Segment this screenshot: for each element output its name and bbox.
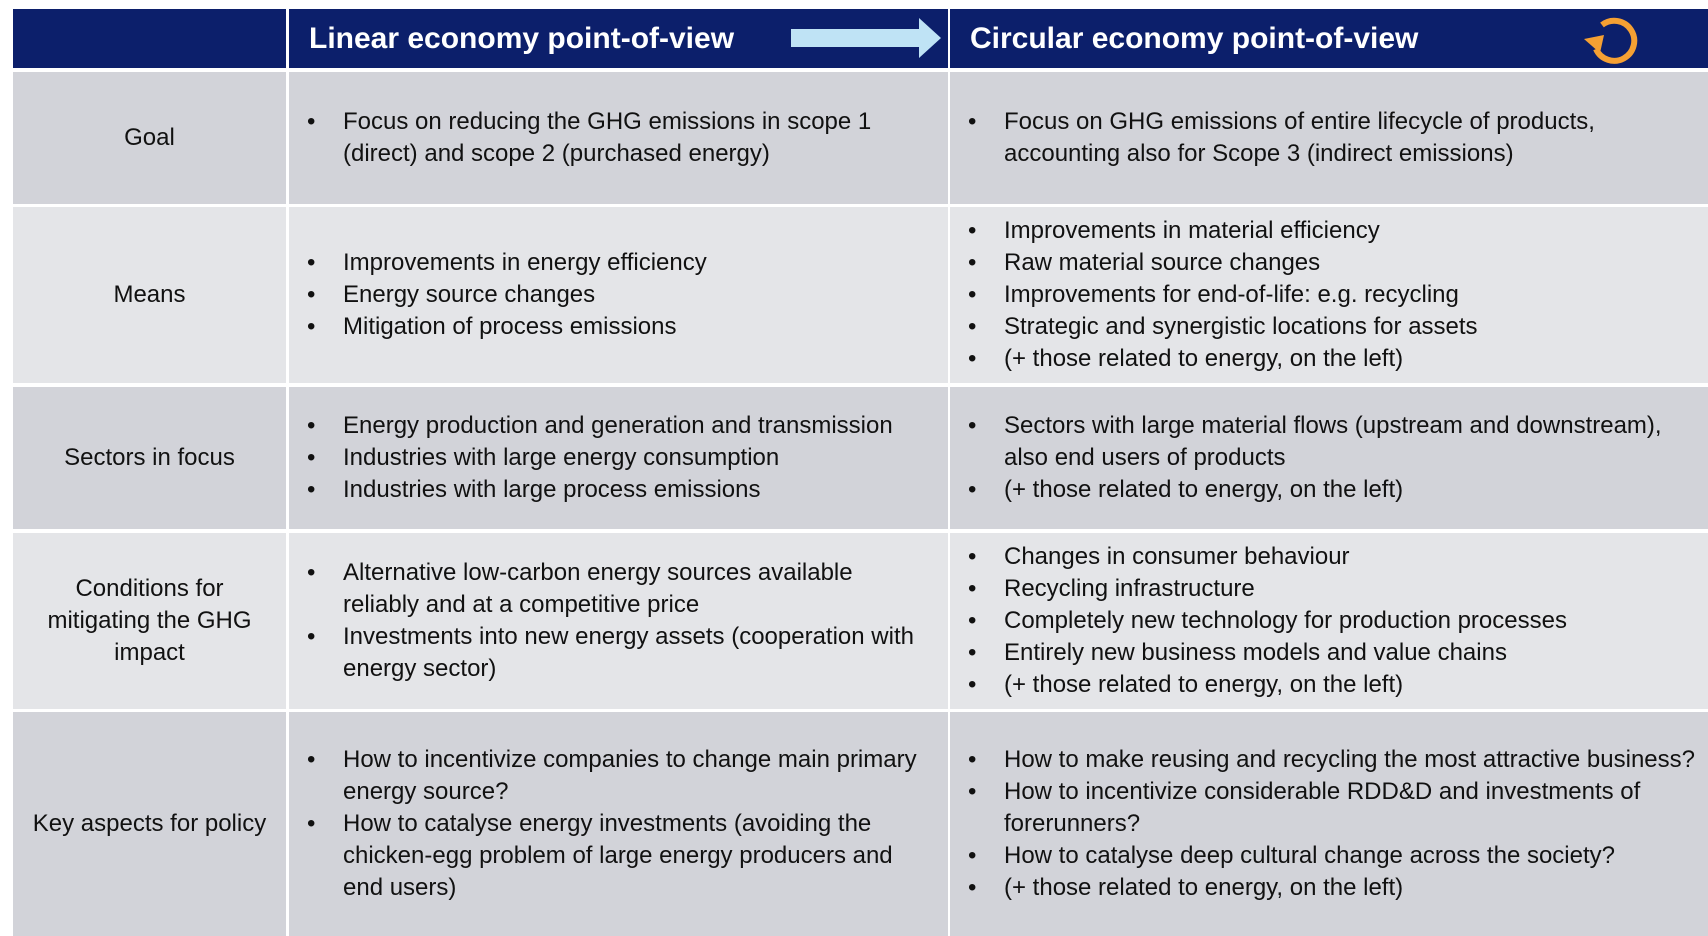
bullet-item: Improvements in material efficiency	[962, 215, 1478, 247]
bullet-item: Completely new technology for production…	[962, 605, 1567, 637]
header-text: Circular economy point-of-view	[970, 21, 1419, 55]
bullet-list: Alternative low-carbon energy sources av…	[301, 557, 926, 685]
arrow-icon	[791, 18, 941, 58]
bullet-item: Mitigation of process emissions	[301, 311, 707, 343]
bullet-item: How to incentivize considerable RDD&D an…	[962, 776, 1698, 840]
bullet-list: Improvements in material efficiencyRaw m…	[962, 215, 1478, 375]
linear-cell: Alternative low-carbon energy sources av…	[289, 533, 948, 709]
bullet-item: (+ those related to energy, on the left)	[962, 343, 1478, 375]
bullet-item: How to incentivize companies to change m…	[301, 744, 926, 808]
bullet-item: Energy production and generation and tra…	[301, 410, 893, 442]
bullet-item: Industries with large energy consumption	[301, 442, 893, 474]
bullet-item: Recycling infrastructure	[962, 573, 1567, 605]
bullet-item: Alternative low-carbon energy sources av…	[301, 557, 926, 621]
bullet-item: (+ those related to energy, on the left)	[962, 872, 1698, 904]
bullet-item: Focus on reducing the GHG emissions in s…	[301, 106, 926, 170]
bullet-item: Raw material source changes	[962, 247, 1478, 279]
cycle-icon	[1584, 17, 1638, 64]
bullet-list: How to make reusing and recycling the mo…	[962, 744, 1698, 904]
row-label: Conditions for mitigating the GHG impact	[13, 533, 286, 709]
linear-cell: How to incentivize companies to change m…	[289, 712, 948, 936]
bullet-list: Improvements in energy efficiencyEnergy …	[301, 247, 707, 343]
row-label: Means	[13, 207, 286, 383]
bullet-list: Focus on reducing the GHG emissions in s…	[301, 106, 926, 170]
bullet-item: Entirely new business models and value c…	[962, 637, 1567, 669]
circular-cell: Focus on GHG emissions of entire lifecyc…	[950, 72, 1708, 204]
bullet-item: How to catalyse energy investments (avoi…	[301, 808, 926, 904]
bullet-item: Industries with large process emissions	[301, 474, 893, 506]
circular-cell: How to make reusing and recycling the mo…	[950, 712, 1708, 936]
circular-cell: Changes in consumer behaviourRecycling i…	[950, 533, 1708, 709]
bullet-item: Investments into new energy assets (coop…	[301, 621, 926, 685]
bullet-item: Sectors with large material flows (upstr…	[962, 410, 1698, 474]
circular-cell: Sectors with large material flows (upstr…	[950, 387, 1708, 529]
bullet-item: (+ those related to energy, on the left)	[962, 669, 1567, 701]
bullet-list: Changes in consumer behaviourRecycling i…	[962, 541, 1567, 701]
bullet-item: How to make reusing and recycling the mo…	[962, 744, 1698, 776]
bullet-list: Energy production and generation and tra…	[301, 410, 893, 506]
bullet-list: Sectors with large material flows (upstr…	[962, 410, 1698, 506]
row-label: Key aspects for policy	[13, 712, 286, 936]
linear-cell: Focus on reducing the GHG emissions in s…	[289, 72, 948, 204]
bullet-item: Energy source changes	[301, 279, 707, 311]
linear-cell: Improvements in energy efficiencyEnergy …	[289, 207, 948, 383]
header-corner	[13, 9, 286, 68]
row-label: Goal	[13, 72, 286, 204]
row-label: Sectors in focus	[13, 387, 286, 529]
bullet-item: Strategic and synergistic locations for …	[962, 311, 1478, 343]
bullet-item: How to catalyse deep cultural change acr…	[962, 840, 1698, 872]
linear-cell: Energy production and generation and tra…	[289, 387, 948, 529]
header-text: Linear economy point-of-view	[309, 21, 735, 55]
bullet-item: Improvements in energy efficiency	[301, 247, 707, 279]
cycle-arc	[1593, 17, 1638, 64]
arrow	[791, 18, 941, 58]
bullet-list: Focus on GHG emissions of entire lifecyc…	[962, 106, 1698, 170]
bullet-item: Focus on GHG emissions of entire lifecyc…	[962, 106, 1698, 170]
cycle-head	[1584, 35, 1604, 53]
header-circular: Circular economy point-of-view	[950, 9, 1708, 68]
header-linear: Linear economy point-of-view	[289, 9, 948, 68]
circular-cell: Improvements in material efficiencyRaw m…	[950, 207, 1708, 383]
bullet-item: Changes in consumer behaviour	[962, 541, 1567, 573]
bullet-item: (+ those related to energy, on the left)	[962, 474, 1698, 506]
bullet-list: How to incentivize companies to change m…	[301, 744, 926, 904]
bullet-item: Improvements for end-of-life: e.g. recyc…	[962, 279, 1478, 311]
